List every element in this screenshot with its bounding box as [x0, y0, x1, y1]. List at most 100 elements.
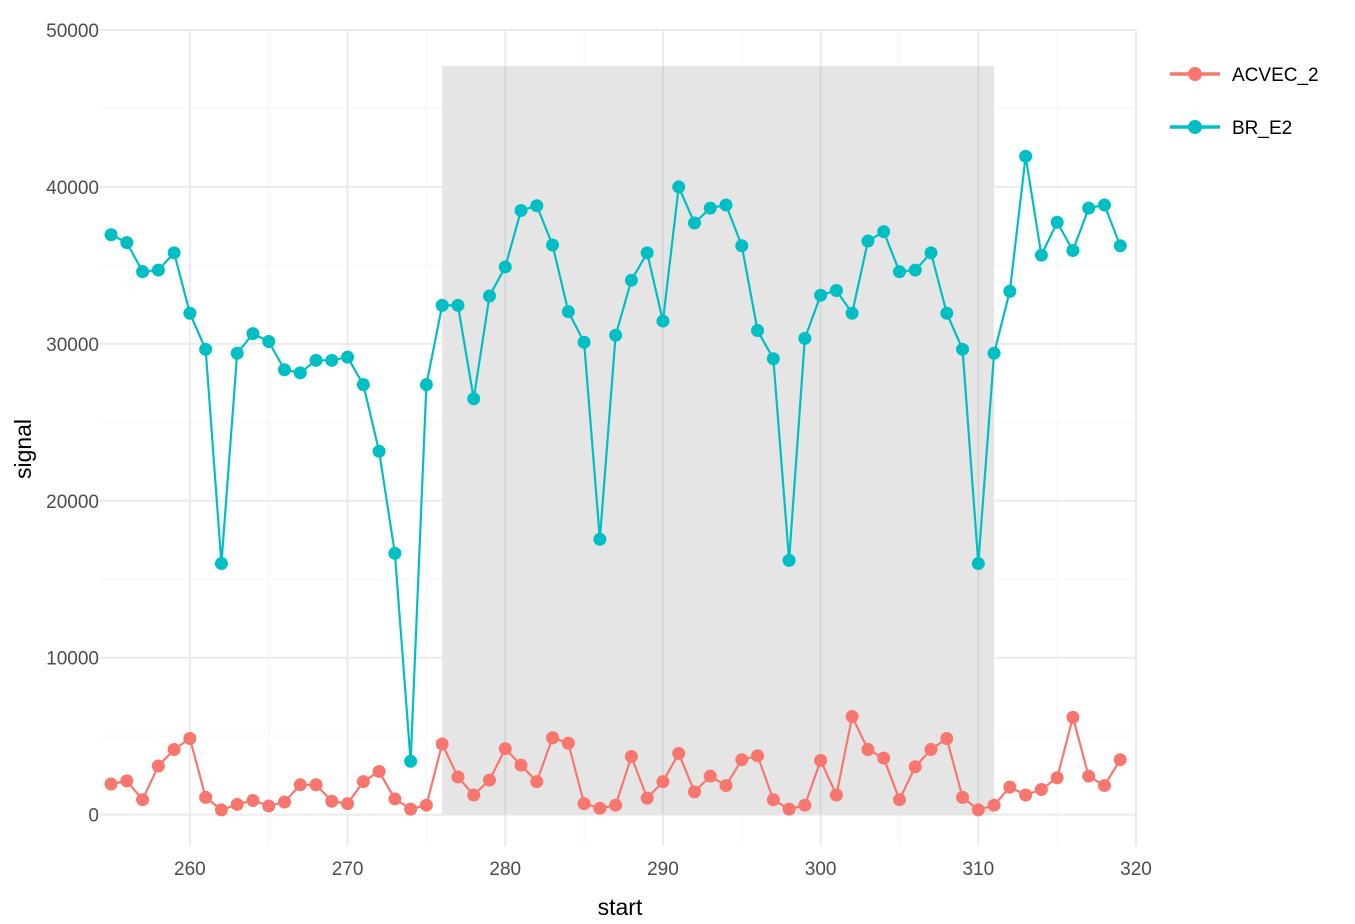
data-point-acvec-2	[230, 797, 244, 811]
data-point-acvec-2	[609, 798, 623, 812]
data-point-acvec-2	[845, 710, 859, 724]
data-point-br-e2	[451, 298, 465, 312]
data-point-acvec-2	[419, 798, 433, 812]
data-point-br-e2	[940, 306, 954, 320]
data-point-acvec-2	[530, 775, 544, 789]
data-point-br-e2	[672, 180, 686, 194]
data-point-br-e2	[104, 228, 118, 242]
data-point-br-e2	[120, 236, 134, 250]
data-point-br-e2	[1034, 248, 1048, 262]
data-point-acvec-2	[1003, 780, 1017, 794]
data-point-br-e2	[277, 363, 291, 377]
data-point-br-e2	[498, 260, 512, 274]
data-point-br-e2	[987, 346, 1001, 360]
y-axis-tick-labels: 0 10000 20000 30000 40000 50000	[46, 21, 99, 827]
data-point-acvec-2	[277, 795, 291, 809]
data-point-br-e2	[482, 289, 496, 303]
data-point-acvec-2	[120, 774, 134, 788]
data-point-br-e2	[1019, 149, 1033, 163]
data-point-br-e2	[593, 532, 607, 546]
data-point-acvec-2	[467, 788, 481, 802]
data-point-acvec-2	[1082, 769, 1096, 783]
data-point-acvec-2	[136, 793, 150, 807]
data-point-br-e2	[530, 199, 544, 213]
data-point-br-e2	[908, 263, 922, 277]
data-point-br-e2	[309, 353, 323, 367]
data-point-br-e2	[167, 246, 181, 260]
data-point-br-e2	[924, 246, 938, 260]
data-point-acvec-2	[435, 737, 449, 751]
data-point-br-e2	[829, 283, 843, 297]
data-point-br-e2	[546, 238, 560, 252]
y-tick-label: 30000	[46, 335, 99, 356]
data-point-acvec-2	[782, 802, 796, 816]
data-point-acvec-2	[341, 797, 355, 811]
data-point-br-e2	[1113, 239, 1127, 253]
series-br-e2	[104, 149, 1127, 768]
data-point-acvec-2	[924, 742, 938, 756]
data-point-br-e2	[1066, 243, 1080, 257]
data-point-acvec-2	[451, 770, 465, 784]
data-point-acvec-2	[719, 779, 733, 793]
data-point-acvec-2	[640, 791, 654, 805]
data-point-br-e2	[514, 203, 528, 217]
data-point-acvec-2	[167, 742, 181, 756]
data-point-acvec-2	[1019, 788, 1033, 802]
data-point-br-e2	[151, 263, 165, 277]
data-point-acvec-2	[325, 794, 339, 808]
data-point-acvec-2	[293, 778, 307, 792]
legend: ACVEC_2 BR_E2	[1170, 65, 1319, 139]
data-point-br-e2	[656, 314, 670, 328]
data-point-br-e2	[325, 353, 339, 367]
data-point-acvec-2	[482, 773, 496, 787]
data-point-acvec-2	[1113, 753, 1127, 767]
data-point-br-e2	[214, 557, 228, 571]
y-tick-label: 10000	[46, 649, 99, 670]
data-point-acvec-2	[356, 775, 370, 789]
data-point-br-e2	[136, 265, 150, 279]
x-tick-label: 290	[647, 859, 679, 880]
data-point-acvec-2	[687, 785, 701, 799]
data-point-br-e2	[199, 342, 213, 356]
y-tick-label: 20000	[46, 492, 99, 513]
data-point-acvec-2	[514, 758, 528, 772]
data-point-br-e2	[262, 334, 276, 348]
data-point-br-e2	[719, 198, 733, 212]
data-point-br-e2	[577, 335, 591, 349]
legend-item-acvec-2: ACVEC_2	[1170, 65, 1319, 86]
data-point-acvec-2	[183, 732, 197, 746]
data-point-br-e2	[230, 346, 244, 360]
data-point-acvec-2	[987, 798, 1001, 812]
data-point-acvec-2	[940, 732, 954, 746]
data-point-acvec-2	[593, 801, 607, 815]
data-point-acvec-2	[546, 731, 560, 745]
data-point-br-e2	[561, 305, 575, 319]
data-point-br-e2	[845, 306, 859, 320]
data-point-br-e2	[782, 553, 796, 567]
data-point-br-e2	[372, 444, 386, 458]
data-point-acvec-2	[672, 746, 686, 760]
data-point-br-e2	[1097, 198, 1111, 212]
grid-lines-over-region	[504, 66, 980, 815]
data-point-acvec-2	[735, 753, 749, 767]
legend-label-acvec-2: ACVEC_2	[1232, 65, 1319, 86]
data-point-acvec-2	[199, 790, 213, 804]
data-point-acvec-2	[1034, 783, 1048, 797]
data-point-acvec-2	[656, 775, 670, 789]
data-point-acvec-2	[956, 790, 970, 804]
data-point-acvec-2	[214, 803, 228, 817]
data-point-br-e2	[341, 350, 355, 364]
data-point-br-e2	[467, 392, 481, 406]
x-tick-label: 300	[805, 859, 837, 880]
data-point-acvec-2	[829, 788, 843, 802]
x-tick-label: 280	[489, 859, 521, 880]
data-point-acvec-2	[971, 803, 985, 817]
data-point-br-e2	[687, 216, 701, 230]
data-point-br-e2	[1050, 215, 1064, 229]
data-point-br-e2	[183, 306, 197, 320]
data-point-br-e2	[798, 331, 812, 345]
data-point-acvec-2	[1050, 771, 1064, 785]
x-tick-label: 320	[1120, 859, 1152, 880]
data-point-br-e2	[356, 378, 370, 392]
